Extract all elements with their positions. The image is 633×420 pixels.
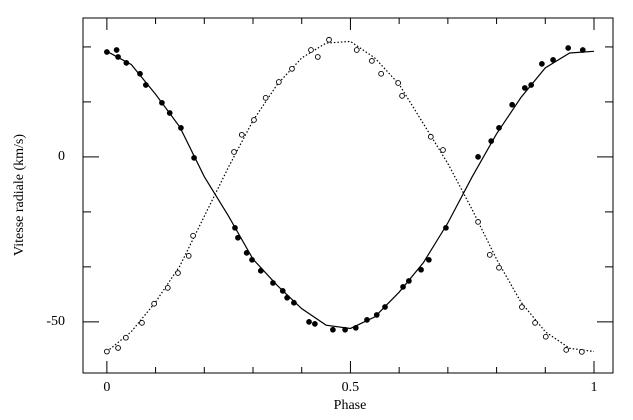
data-point [123, 60, 130, 66]
data-point [528, 82, 535, 88]
x-axis-label: Phase [334, 398, 367, 413]
data-point [123, 334, 129, 341]
data-point [519, 304, 525, 310]
data-point [175, 270, 181, 276]
data-point [369, 58, 375, 64]
data-point [312, 320, 318, 327]
data-point [427, 133, 434, 140]
data-point [550, 57, 556, 63]
data-point [308, 47, 314, 53]
y-tick-label: -50 [46, 314, 65, 329]
data-point [306, 319, 312, 325]
data-point [406, 278, 412, 284]
y-axis-label: Vitesse radiale (km/s) [12, 134, 27, 256]
data-point [532, 320, 538, 326]
data-point [238, 131, 245, 138]
data-point [166, 110, 173, 116]
plot-frame [82, 17, 614, 374]
data-point [443, 224, 449, 231]
data-point [270, 280, 276, 286]
data-point [137, 70, 143, 77]
data-point [488, 138, 495, 144]
data-point [243, 250, 250, 256]
fit-curve [106, 40, 595, 353]
x-tick-label: 1 [591, 380, 598, 395]
x-tick-label: 0 [103, 380, 110, 395]
data-point [353, 47, 360, 53]
data-point [542, 333, 549, 340]
data-point [399, 93, 405, 99]
data-point [579, 47, 586, 53]
data-point [284, 294, 290, 301]
data-point [539, 61, 545, 67]
data-point [151, 300, 157, 307]
data-point [486, 252, 493, 258]
data-point [578, 349, 585, 355]
data-point [352, 324, 359, 331]
data-point [104, 49, 110, 55]
data-point [164, 285, 171, 291]
data-point [373, 312, 380, 318]
data-point [521, 85, 528, 91]
data-point [330, 326, 336, 333]
data-point [178, 125, 184, 131]
data-point [475, 154, 481, 160]
data-point [191, 155, 197, 161]
data-point [426, 256, 432, 263]
data-point [104, 348, 110, 355]
data-point [496, 125, 502, 131]
x-tick-label: 0.5 [342, 380, 360, 395]
data-point [159, 99, 165, 106]
data-point [251, 117, 257, 123]
y-tick-label: 0 [58, 149, 65, 164]
data-point [275, 79, 282, 85]
data-point [289, 65, 295, 72]
data-point [232, 224, 238, 231]
data-point [115, 345, 121, 351]
data-point [231, 149, 237, 155]
data-point [262, 94, 269, 101]
data-point [279, 287, 286, 294]
data-point [418, 266, 424, 273]
data-point [326, 36, 332, 43]
data-point [496, 264, 502, 271]
data-point [509, 101, 516, 108]
data-point [113, 47, 120, 53]
data-point [378, 70, 384, 77]
data-point [235, 234, 241, 241]
data-point [475, 219, 481, 225]
data-point [249, 256, 255, 263]
data-point [395, 80, 402, 86]
data-point [314, 54, 321, 60]
data-point [190, 232, 196, 239]
data-point [364, 317, 370, 323]
data-point [563, 347, 570, 353]
data-point [142, 82, 149, 88]
data-point [382, 304, 388, 310]
data-point [185, 253, 192, 259]
data-point [115, 54, 121, 60]
fit-curve [106, 50, 595, 330]
data-point [257, 267, 264, 274]
data-point [400, 284, 406, 290]
data-point [342, 326, 348, 333]
data-point [291, 299, 297, 306]
data-point [440, 147, 446, 153]
data-point [565, 45, 572, 51]
data-point [139, 320, 145, 326]
